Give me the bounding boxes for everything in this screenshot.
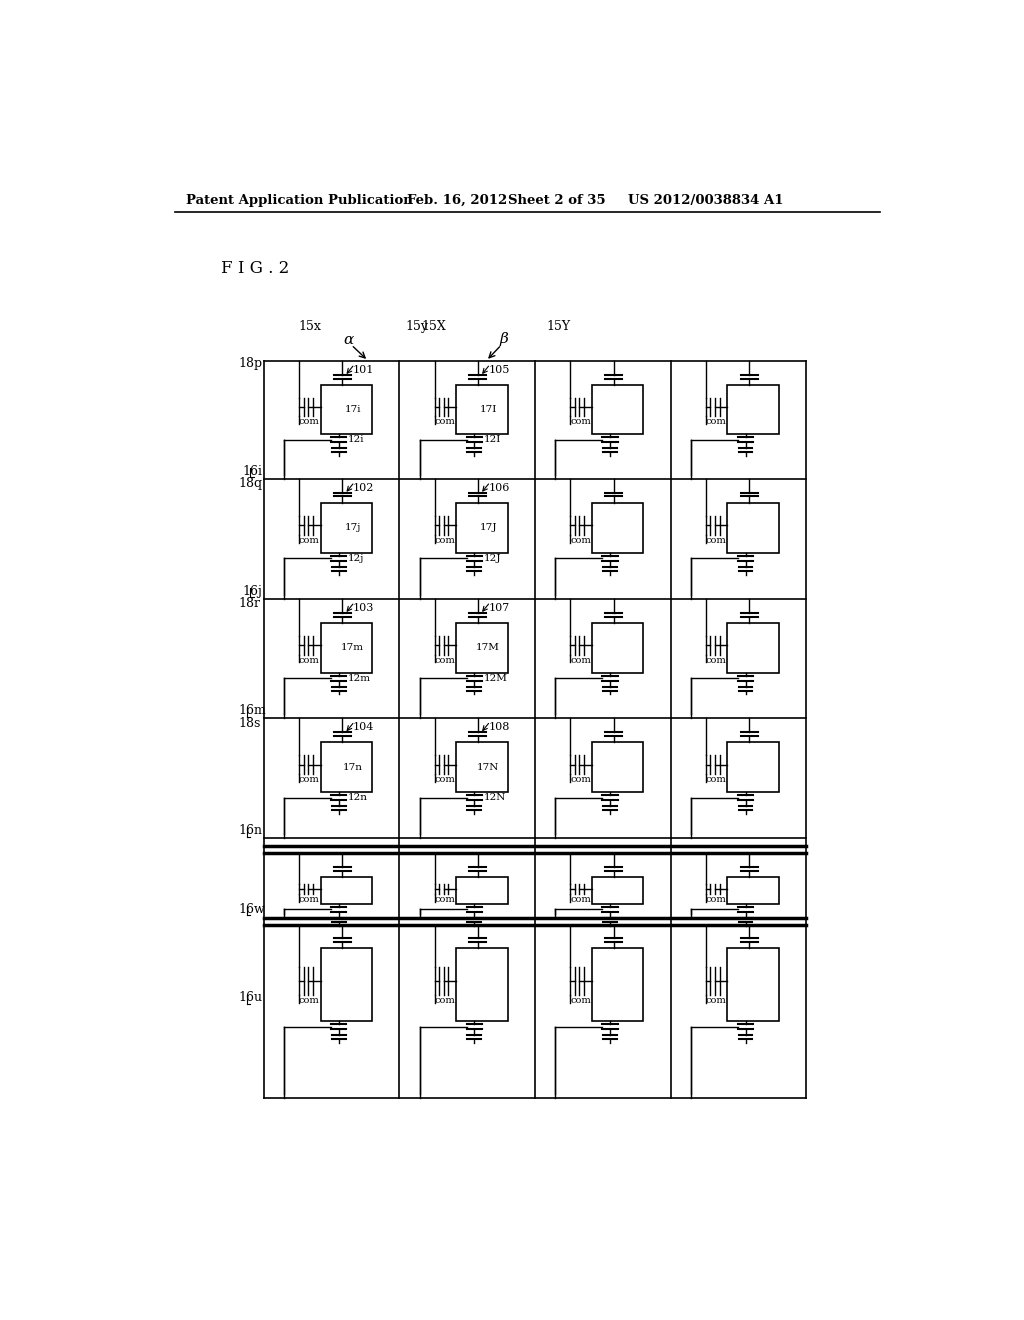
Bar <box>321 949 372 1022</box>
Text: com: com <box>299 775 319 784</box>
Text: 18q: 18q <box>239 477 263 490</box>
Bar <box>457 503 508 553</box>
Text: 16w: 16w <box>239 903 265 916</box>
Text: com: com <box>434 417 456 426</box>
Text: 108: 108 <box>488 722 510 733</box>
Text: com: com <box>706 995 726 1005</box>
Text: com: com <box>706 775 726 784</box>
Bar <box>727 876 779 904</box>
Text: US 2012/0038834 A1: US 2012/0038834 A1 <box>628 194 783 207</box>
Text: 17n: 17n <box>343 763 362 772</box>
Text: 17M: 17M <box>476 643 500 652</box>
Text: 12N: 12N <box>483 793 506 803</box>
Text: com: com <box>706 536 726 545</box>
Text: 17N: 17N <box>477 763 500 772</box>
Text: com: com <box>299 656 319 665</box>
Text: com: com <box>299 417 319 426</box>
Text: com: com <box>434 895 456 904</box>
Text: 18s: 18s <box>239 717 261 730</box>
Text: com: com <box>570 417 591 426</box>
Text: com: com <box>706 895 726 904</box>
Text: 17i: 17i <box>344 405 360 414</box>
Bar <box>592 876 643 904</box>
Text: 107: 107 <box>488 603 510 612</box>
Text: 12n: 12n <box>348 793 368 803</box>
Bar <box>457 742 508 792</box>
Bar <box>592 623 643 673</box>
Text: 18r: 18r <box>239 597 261 610</box>
Text: 102: 102 <box>353 483 375 492</box>
Text: 106: 106 <box>488 483 510 492</box>
Text: com: com <box>299 995 319 1005</box>
Bar <box>727 503 779 553</box>
Bar <box>727 623 779 673</box>
Text: com: com <box>570 895 591 904</box>
Text: 12J: 12J <box>483 554 501 562</box>
Text: 17J: 17J <box>479 523 497 532</box>
Bar <box>457 385 508 434</box>
Text: 12m: 12m <box>348 673 371 682</box>
Text: 103: 103 <box>353 603 375 612</box>
Text: com: com <box>570 536 591 545</box>
Text: 104: 104 <box>353 722 375 733</box>
Text: 16n: 16n <box>239 824 263 837</box>
Text: com: com <box>299 895 319 904</box>
Text: Patent Application Publication: Patent Application Publication <box>186 194 413 207</box>
Bar <box>457 623 508 673</box>
Text: 101: 101 <box>353 366 375 375</box>
Text: β: β <box>500 331 508 346</box>
Text: 105: 105 <box>488 366 510 375</box>
Text: com: com <box>570 775 591 784</box>
Text: com: com <box>570 656 591 665</box>
Text: 17j: 17j <box>344 523 360 532</box>
Text: 12M: 12M <box>483 673 508 682</box>
Text: com: com <box>570 995 591 1005</box>
Text: 18p: 18p <box>239 356 263 370</box>
Text: 16u: 16u <box>239 991 263 1005</box>
Bar <box>321 742 372 792</box>
Text: 16i: 16i <box>243 465 263 478</box>
Bar <box>321 876 372 904</box>
Text: 12i: 12i <box>348 436 365 444</box>
Bar <box>592 742 643 792</box>
Bar <box>727 949 779 1022</box>
Text: com: com <box>434 775 456 784</box>
Text: com: com <box>706 656 726 665</box>
Text: 15X: 15X <box>421 319 445 333</box>
Bar <box>321 623 372 673</box>
Bar <box>592 385 643 434</box>
Text: 12j: 12j <box>348 554 365 562</box>
Text: 17m: 17m <box>341 643 365 652</box>
Bar <box>457 949 508 1022</box>
Text: com: com <box>434 995 456 1005</box>
Text: 15x: 15x <box>299 319 322 333</box>
Text: 17I: 17I <box>479 405 497 414</box>
Bar <box>592 503 643 553</box>
Text: 16m: 16m <box>239 704 266 717</box>
Text: com: com <box>434 656 456 665</box>
Text: Feb. 16, 2012: Feb. 16, 2012 <box>407 194 507 207</box>
Text: com: com <box>299 536 319 545</box>
Text: Sheet 2 of 35: Sheet 2 of 35 <box>508 194 605 207</box>
Text: α: α <box>343 333 353 347</box>
Bar <box>727 742 779 792</box>
Text: F I G . 2: F I G . 2 <box>221 260 289 277</box>
Text: 16j: 16j <box>243 585 262 598</box>
Bar <box>727 385 779 434</box>
Text: 15Y: 15Y <box>547 319 570 333</box>
Bar <box>321 503 372 553</box>
Text: 15y: 15y <box>406 319 428 333</box>
Bar <box>592 949 643 1022</box>
Text: com: com <box>706 417 726 426</box>
Text: 12I: 12I <box>483 436 501 444</box>
Bar <box>457 876 508 904</box>
Text: com: com <box>434 536 456 545</box>
Bar <box>321 385 372 434</box>
